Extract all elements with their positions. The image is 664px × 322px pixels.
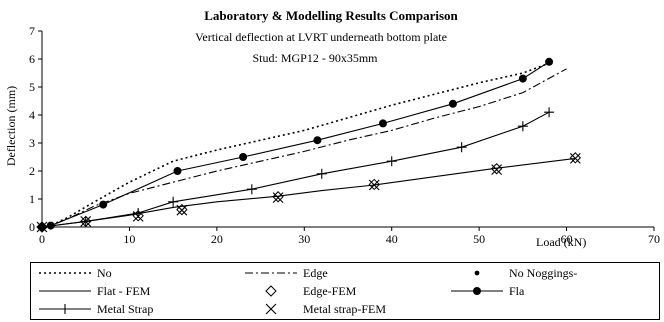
data-point <box>545 57 554 66</box>
legend-swatch <box>474 270 480 276</box>
x-tick-label: 20 <box>211 232 223 246</box>
data-point <box>517 121 528 132</box>
series-8 <box>36 153 581 233</box>
x-tick-label: 70 <box>648 232 660 246</box>
legend-swatch-marker <box>265 285 277 297</box>
x-tick-label: 0 <box>39 232 45 246</box>
x-tick-label: 50 <box>473 232 485 246</box>
data-point <box>518 74 527 83</box>
data-point <box>239 153 248 161</box>
legend-label: Metal Strap <box>97 301 154 316</box>
legend-swatch <box>265 285 277 297</box>
y-tick-label: 7 <box>29 24 35 38</box>
data-point <box>173 167 182 175</box>
data-point <box>313 136 322 145</box>
chart-title: Laboratory & Modelling Results Compariso… <box>204 8 458 23</box>
series-line <box>41 68 567 228</box>
series-layer <box>36 57 582 233</box>
data-point <box>448 99 457 108</box>
legend-item: Metal Strap <box>37 300 153 318</box>
data-point <box>491 164 503 175</box>
data-point <box>176 204 188 216</box>
data-point <box>316 168 327 179</box>
legend: No Edge No Noggings- Flat - FEM Edge-FEM Fla M… <box>30 262 660 320</box>
legend-swatch-marker <box>265 303 277 315</box>
legend-item: Flat - FEM <box>37 282 150 300</box>
legend-item: Edge <box>243 264 328 282</box>
data-point <box>272 192 284 203</box>
series-6 <box>38 57 554 231</box>
legend-item: Edge-FEM <box>243 282 356 300</box>
legend-swatch-marker <box>473 287 481 295</box>
data-point <box>168 196 179 207</box>
data-point <box>490 163 503 175</box>
legend-swatch <box>39 272 91 274</box>
y-tick-label: 3 <box>29 136 35 150</box>
chart-subtitle-2: Stud: MGP12 - 90x35mm <box>252 51 378 65</box>
x-tick-label: 30 <box>298 232 310 246</box>
legend-swatch-marker <box>474 270 480 276</box>
data-point <box>368 179 380 191</box>
data-point <box>132 210 144 222</box>
y-tick-label: 6 <box>29 52 35 66</box>
y-tick-label: 2 <box>29 164 35 178</box>
legend-item: Metal strap-FEM <box>243 300 386 318</box>
data-point <box>132 210 144 222</box>
data-point <box>456 142 467 153</box>
data-point <box>80 216 92 227</box>
y-tick-label: 1 <box>29 192 35 206</box>
data-point <box>246 184 257 195</box>
data-point <box>569 152 582 164</box>
legend-swatch-marker <box>60 304 70 314</box>
legend-label: Edge <box>303 265 328 280</box>
series-line <box>41 61 550 228</box>
series-2 <box>41 68 567 228</box>
series-7 <box>37 107 555 232</box>
data-point <box>569 153 581 164</box>
data-point <box>272 191 284 203</box>
series-line <box>41 111 550 228</box>
y-tick-label: 0 <box>29 220 35 234</box>
legend-label: No <box>97 265 112 280</box>
chart: Laboratory & Modelling Results Compariso… <box>4 8 660 249</box>
y-tick-label: 4 <box>29 108 35 122</box>
legend-label: Flat - FEM <box>97 283 151 298</box>
legend-label: Fla <box>509 283 525 298</box>
x-axis-label: Load (kN) <box>536 235 586 249</box>
data-point <box>36 221 48 233</box>
data-point <box>99 200 108 209</box>
series-5 <box>36 152 582 233</box>
x-tick-label: 60 <box>561 232 573 246</box>
x-tick-label: 40 <box>386 232 398 246</box>
legend-swatch <box>451 287 503 295</box>
legend-item: Fla <box>449 282 524 300</box>
data-point <box>176 203 188 216</box>
data-point <box>378 119 387 128</box>
legend-swatch <box>39 290 91 292</box>
data-point <box>544 107 555 118</box>
legend-item: No <box>37 264 112 282</box>
x-tick-label: 10 <box>123 232 135 246</box>
y-tick-label: 5 <box>29 80 35 94</box>
legend-swatch <box>265 303 277 315</box>
legend-label: Metal strap-FEM <box>303 301 386 316</box>
legend-label: Edge-FEM <box>303 283 357 298</box>
legend-label: No Noggings- <box>509 265 578 280</box>
chart-subtitle: Vertical deflection at LVRT underneath b… <box>195 30 447 44</box>
legend-item: No Noggings- <box>449 264 577 282</box>
data-point <box>368 178 380 191</box>
y-axis-label: Deflection (mm) <box>4 86 18 166</box>
legend-swatch <box>245 272 297 274</box>
legend-swatch <box>39 304 91 314</box>
data-point <box>386 156 397 167</box>
